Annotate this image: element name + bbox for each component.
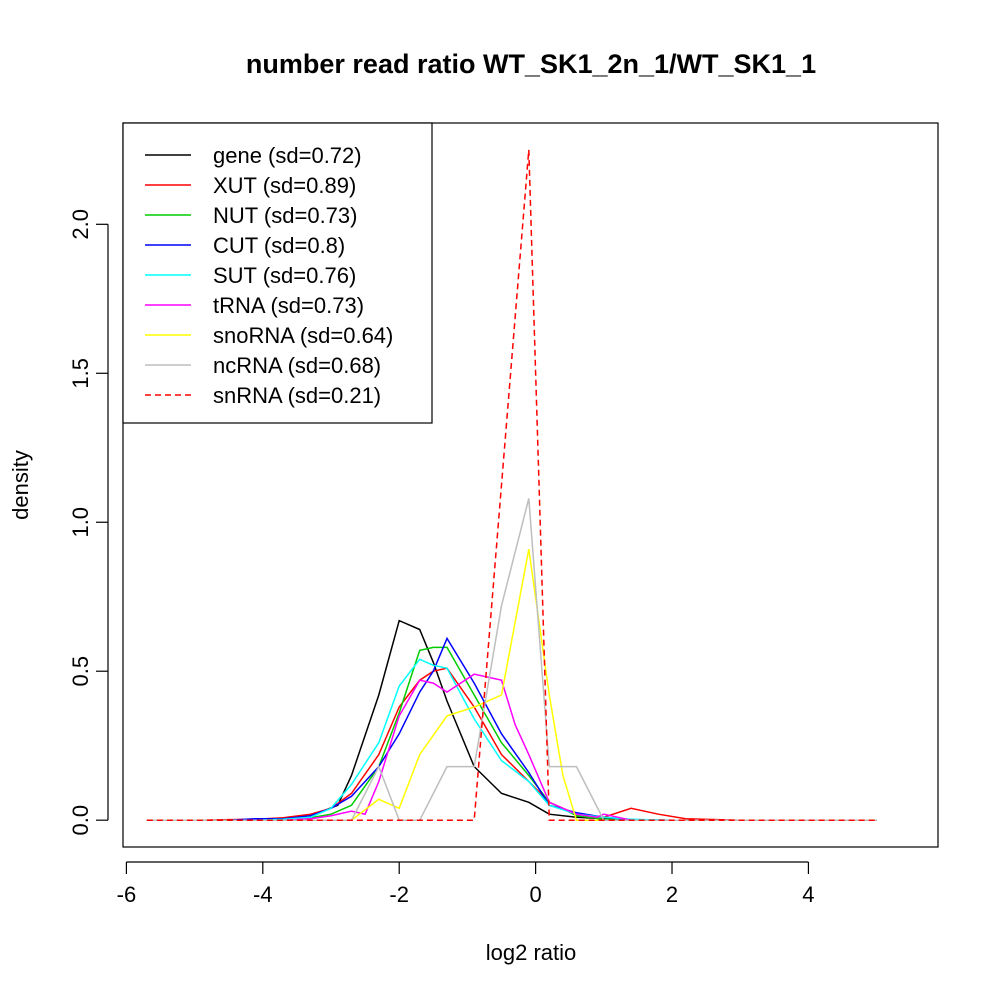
x-tick-label: -6	[117, 882, 137, 907]
legend-label: XUT (sd=0.89)	[213, 173, 356, 198]
x-tick-label: -2	[389, 882, 409, 907]
series-line-7	[146, 498, 877, 821]
legend-label: ncRNA (sd=0.68)	[213, 353, 381, 378]
chart-title: number read ratio WT_SK1_2n_1/WT_SK1_1	[246, 49, 816, 79]
legend-label: snRNA (sd=0.21)	[213, 383, 381, 408]
series-line-6	[146, 548, 877, 821]
legend-label: SUT (sd=0.76)	[213, 263, 356, 288]
legend-label: gene (sd=0.72)	[213, 143, 362, 168]
y-axis: 0.0 0.5 1.0 1.5 2.0	[68, 209, 109, 836]
plot-frame	[122, 122, 939, 848]
y-axis-label: density	[8, 450, 33, 520]
legend: gene (sd=0.72) XUT (sd=0.89) NUT (sd=0.73)…	[122, 122, 433, 424]
legend-box	[122, 122, 433, 424]
y-tick-label: 1.0	[68, 507, 93, 538]
x-tick-label: 0	[529, 882, 541, 907]
x-tick-label: 2	[666, 882, 678, 907]
y-tick-label: 2.0	[68, 209, 93, 240]
legend-label: snoRNA (sd=0.64)	[213, 323, 393, 348]
x-axis-label: log2 ratio	[486, 940, 577, 965]
y-tick-label: 1.5	[68, 358, 93, 389]
series-line-0	[146, 619, 877, 821]
legend-label: tRNA (sd=0.73)	[213, 293, 364, 318]
series-line-8	[146, 149, 877, 821]
x-tick-label: -4	[253, 882, 273, 907]
legend-label: CUT (sd=0.8)	[213, 233, 345, 258]
series-line-2	[146, 646, 877, 821]
series-layer	[146, 149, 877, 821]
y-tick-label: 0.0	[68, 805, 93, 836]
x-axis: -6 -4 -2 0 2 4	[117, 861, 815, 907]
y-tick-label: 0.5	[68, 656, 93, 687]
x-tick-label: 4	[802, 882, 814, 907]
legend-label: NUT (sd=0.73)	[213, 203, 357, 228]
series-line-3	[146, 636, 877, 821]
